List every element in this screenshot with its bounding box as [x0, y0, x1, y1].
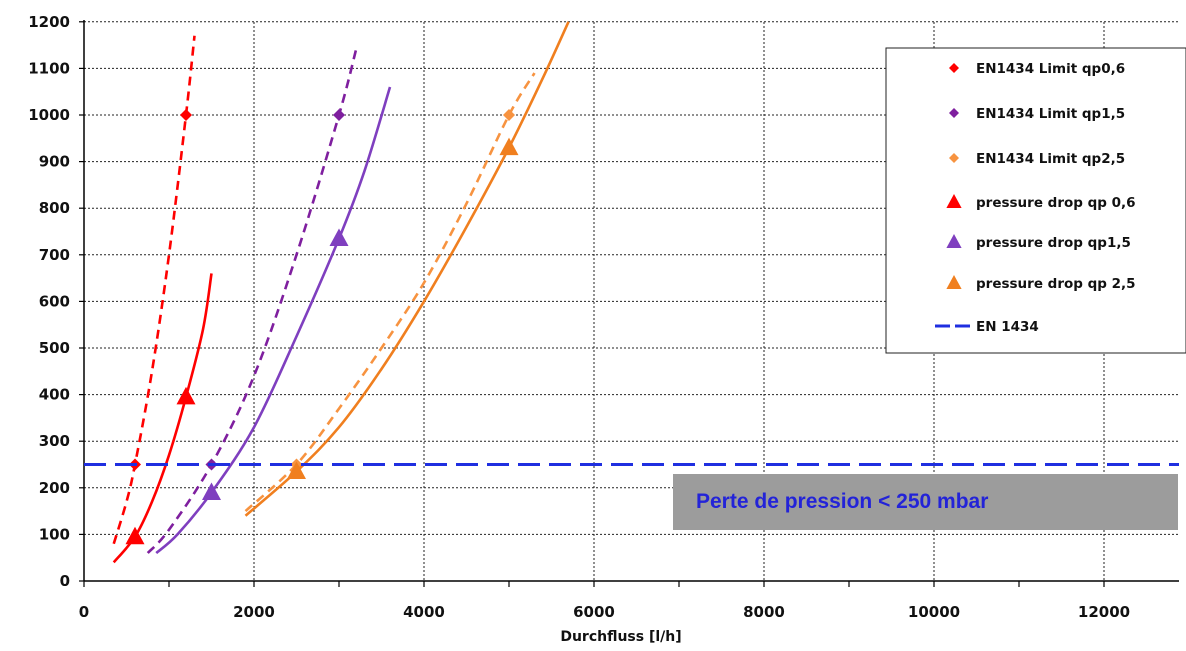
- y-tick-label: 400: [39, 386, 70, 404]
- data-point: [500, 138, 519, 156]
- x-tick-label: 10000: [908, 603, 960, 621]
- data-point: [126, 527, 145, 545]
- y-tick-label: 0: [60, 572, 70, 590]
- legend-label: EN1434 Limit qp0,6: [976, 61, 1125, 77]
- y-tick-label: 500: [39, 339, 70, 357]
- x-tick-label: 12000: [1078, 603, 1130, 621]
- legend-label: EN1434 Limit qp1,5: [976, 106, 1125, 122]
- annotation: Perte de pression < 250 mbar: [673, 474, 1178, 530]
- series-line-2: [246, 73, 535, 511]
- legend-label: EN 1434: [976, 319, 1039, 335]
- legend-label: pressure drop qp1,5: [976, 235, 1131, 251]
- series-2: [246, 73, 535, 511]
- x-tick-label: 2000: [233, 603, 275, 621]
- y-tick-label: 100: [39, 525, 70, 543]
- x-tick-label: 6000: [573, 603, 615, 621]
- series-0: [114, 36, 195, 544]
- x-tick-label: 8000: [743, 603, 785, 621]
- annotation-text: Perte de pression < 250 mbar: [696, 490, 988, 513]
- y-tick-label: 700: [39, 246, 70, 264]
- x-tick-label: 4000: [403, 603, 445, 621]
- data-point: [333, 109, 345, 121]
- data-point: [330, 228, 349, 246]
- x-tick-label: 0: [79, 603, 89, 621]
- y-tick-label: 800: [39, 199, 70, 217]
- y-tick-label: 300: [39, 432, 70, 450]
- y-tick-label: 900: [39, 153, 70, 171]
- data-point: [503, 109, 515, 121]
- data-point: [180, 109, 192, 121]
- series-4: [156, 87, 390, 553]
- x-axis-label: Durchfluss [l/h]: [560, 629, 681, 645]
- legend: EN1434 Limit qp0,6 EN1434 Limit qp1,5 EN14…: [886, 48, 1186, 353]
- legend-label: pressure drop qp 2,5: [976, 276, 1136, 292]
- series-line-0: [114, 36, 195, 544]
- y-tick-label: 600: [39, 292, 70, 310]
- y-tick-label: 1100: [28, 59, 70, 77]
- legend-label: EN1434 Limit qp2,5: [976, 151, 1125, 167]
- data-point: [177, 387, 196, 405]
- y-tick-label: 200: [39, 479, 70, 497]
- series-3: [114, 273, 212, 562]
- legend-label: pressure drop qp 0,6: [976, 195, 1136, 211]
- y-tick-label: 1000: [28, 106, 70, 124]
- series-line-4: [156, 87, 390, 553]
- series-line-3: [114, 273, 212, 562]
- y-tick-label: 1200: [28, 13, 70, 31]
